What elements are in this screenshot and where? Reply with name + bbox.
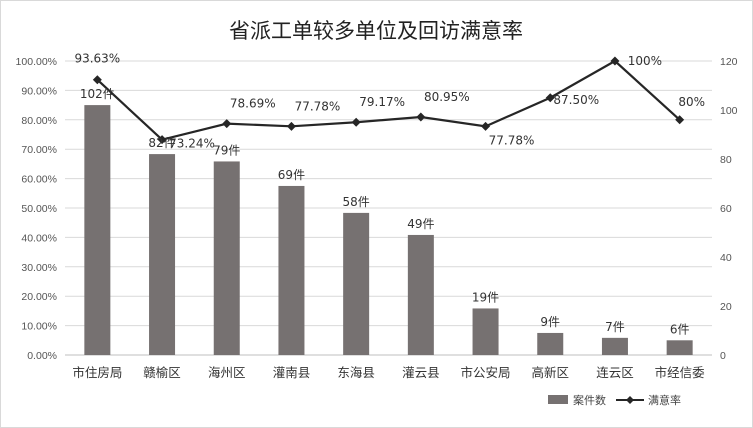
line-series [92, 56, 685, 145]
line-value-label: 80% [678, 95, 705, 109]
bar-value-label: 58件 [343, 195, 370, 209]
right-tick-label: 20 [720, 301, 732, 313]
bar [213, 161, 240, 355]
legend-bar-swatch [548, 395, 568, 404]
line-value-label: 79.17% [359, 95, 405, 109]
line-value-label: 78.69% [230, 97, 276, 111]
bar-value-label: 9件 [540, 315, 560, 329]
bar [343, 212, 370, 355]
satisfaction-line [96, 59, 681, 141]
line-value-label: 77.78% [489, 133, 535, 147]
left-tick-label: 90.00% [21, 85, 57, 97]
category-label: 灌南县 [273, 365, 311, 380]
left-tick-label: 70.00% [21, 144, 57, 156]
bar-value-label: 79件 [213, 143, 240, 157]
bar-value-label: 7件 [605, 320, 625, 334]
bar-value-label: 82件 [148, 136, 175, 150]
legend-line-marker [626, 396, 634, 404]
left-tick-label: 50.00% [21, 203, 57, 215]
bar-value-label: 19件 [472, 290, 499, 304]
line-value-label: 93.63% [74, 52, 120, 66]
right-tick-label: 0 [720, 350, 726, 362]
right-tick-label: 100 [720, 105, 738, 117]
bar-value-label: 6件 [670, 322, 690, 336]
line-point [610, 56, 620, 66]
category-label: 市住房局 [72, 365, 122, 380]
bar-value-label: 102件 [80, 87, 115, 101]
category-labels: 市住房局 赣榆区 海州区 灌南县 东海县 灌云县 市公安局 高新区 连云区 市经信委 [72, 365, 705, 380]
category-label: 市经信委 [655, 365, 706, 380]
category-label: 灌云县 [402, 365, 440, 380]
line-value-label: 73.24% [169, 137, 215, 151]
left-tick-label: 20.00% [21, 291, 57, 303]
bar-value-label: 69件 [278, 168, 305, 182]
left-tick-label: 30.00% [21, 262, 57, 274]
category-label: 赣榆区 [143, 365, 181, 380]
bar-series [84, 105, 693, 355]
bar-value-label: 49件 [407, 217, 434, 231]
line-value-label: 80.95% [424, 90, 470, 104]
right-tick-label: 80 [720, 154, 732, 166]
line-value-label: 87.50% [553, 93, 599, 107]
left-tick-label: 0.00% [27, 350, 57, 362]
bar [84, 105, 111, 355]
left-tick-label: 40.00% [21, 232, 57, 244]
bar [537, 332, 564, 355]
line-point [351, 117, 361, 127]
line-point [222, 119, 232, 129]
legend-bar-label: 案件数 [573, 393, 606, 407]
line-point [416, 112, 426, 122]
line-point [92, 75, 102, 85]
category-label: 东海县 [337, 365, 375, 380]
line-point [157, 135, 167, 145]
left-tick-label: 80.00% [21, 115, 57, 127]
category-label: 海州区 [208, 365, 246, 380]
left-axis-ticks: 0.00% 10.00% 20.00% 30.00% 40.00% 50.00% 60.00… [16, 56, 57, 362]
category-label: 市公安局 [461, 365, 511, 380]
left-tick-label: 60.00% [21, 174, 57, 186]
line-value-label: 100% [628, 54, 662, 68]
bar [666, 340, 693, 355]
line-point [675, 115, 685, 125]
legend-line-label: 满意率 [648, 393, 681, 407]
left-tick-label: 10.00% [21, 321, 57, 333]
bar [472, 308, 499, 355]
line-point [481, 121, 491, 131]
line-value-label: 77.78% [295, 99, 341, 113]
bar [278, 185, 305, 355]
legend: 案件数 满意率 [548, 393, 681, 407]
line-point [545, 93, 555, 103]
category-label: 高新区 [531, 365, 569, 380]
bar [149, 154, 176, 355]
bar [407, 234, 434, 355]
right-axis-ticks: 0 20 40 60 80 100 120 [720, 56, 738, 362]
right-tick-label: 40 [720, 252, 732, 264]
line-point [286, 121, 296, 131]
right-tick-label: 120 [720, 56, 738, 68]
category-label: 连云区 [596, 365, 634, 380]
chart-title: 省派工单较多单位及回访满意率 [229, 19, 523, 43]
left-tick-label: 100.00% [16, 56, 57, 68]
data-labels: 102件 82件 79件 69件 58件 49件 19件 9件 7件 6件 93.63% 73.24%… [74, 52, 705, 337]
right-tick-label: 60 [720, 203, 732, 215]
bar [601, 337, 628, 355]
